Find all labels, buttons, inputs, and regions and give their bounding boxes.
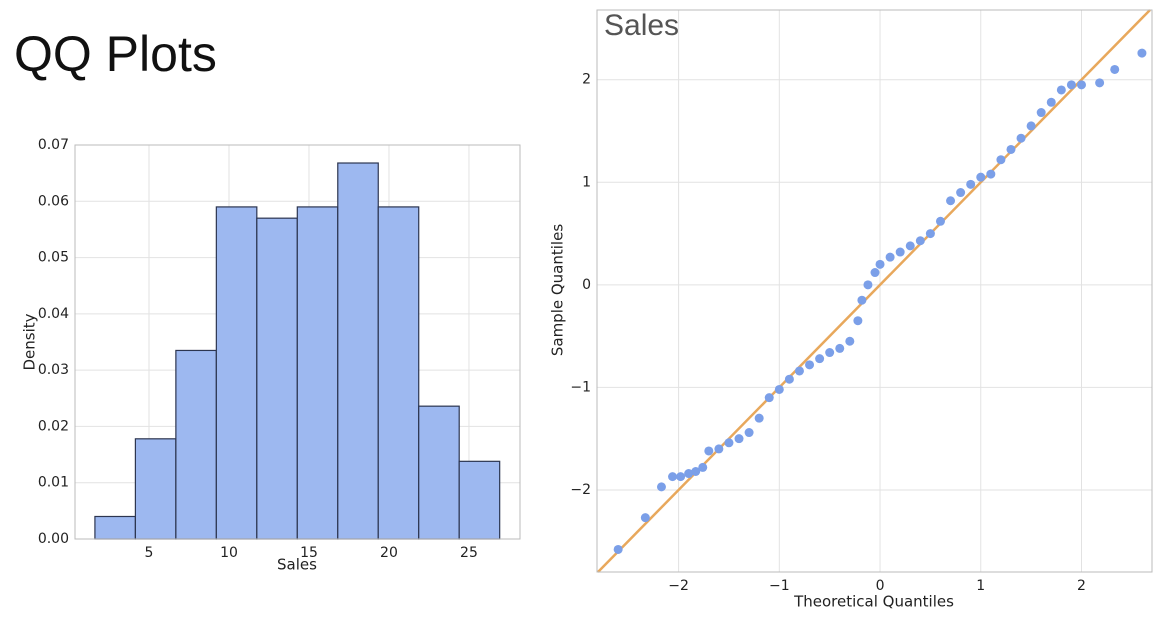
bar [256,217,298,540]
point [956,188,966,198]
point [794,366,804,376]
point [976,172,986,182]
x-tick-label: 25 [460,545,478,561]
chart-title: Sales [604,9,679,42]
point [857,295,867,305]
axes-frame [596,9,1153,573]
x-tick-label: 1 [976,578,985,594]
point [754,413,764,423]
bar [418,405,460,540]
y-tick-label: 0.00 [38,531,69,547]
y-tick-label: 0.04 [38,306,69,322]
bar [377,206,420,540]
y-tick-label: 1 [582,174,591,190]
x-tick-label: 2 [1077,578,1086,594]
axes-frame [74,144,521,540]
point [1076,80,1086,90]
point [1006,144,1016,154]
point [915,236,925,246]
slide-title: QQ Plots [14,26,217,82]
y-tick-label: 0.06 [38,193,69,209]
point [1026,121,1036,131]
point [853,316,863,326]
y-tick-label: −2 [570,482,591,498]
bar [215,206,258,540]
point [764,393,774,403]
x-tick-label: 0 [876,578,885,594]
point [1110,64,1120,74]
bar [458,460,501,540]
point [835,343,845,353]
x-tick-label: −2 [668,578,689,594]
point [845,336,855,346]
point [724,438,734,448]
point [714,444,724,454]
x-tick-label: 5 [145,545,154,561]
point [734,434,744,444]
point [684,469,694,479]
point [825,348,835,358]
point [744,428,754,438]
bar [337,162,379,540]
x-tick-label: 20 [380,545,398,561]
point [863,280,873,290]
point [905,241,915,251]
point [895,247,905,257]
point [1095,78,1105,88]
point [925,229,935,239]
point [1036,108,1046,118]
bar [296,206,339,540]
x-tick-label: −1 [769,578,790,594]
point [698,462,708,472]
point [668,472,678,482]
x-axis-label: Sales [277,556,317,574]
y-tick-label: 0.03 [38,362,69,378]
point [966,179,976,189]
point [784,374,794,384]
point [704,446,714,456]
x-tick-label: 10 [220,545,238,561]
point [996,155,1006,165]
point [1016,133,1026,143]
point [815,354,825,364]
y-tick-label: 0 [582,277,591,293]
y-tick-label: 0.01 [38,475,69,491]
reference-line [597,9,1151,573]
point [676,472,686,482]
x-axis-label: Theoretical Quantiles [793,593,954,611]
point [774,384,784,394]
point [1056,85,1066,95]
point [805,360,815,370]
point [1046,97,1056,107]
point [870,268,880,278]
point [875,259,885,269]
y-tick-label: 2 [582,72,591,88]
y-tick-label: −1 [570,379,591,395]
y-tick-label: 0.02 [38,418,69,434]
point [1137,48,1147,58]
y-axis-label: Sample Quantiles [549,224,567,356]
point [935,216,945,226]
bar [94,515,136,540]
y-axis-label: Density [21,313,39,370]
bar [175,349,217,540]
point [885,252,895,262]
point [640,513,650,523]
point [946,196,956,206]
x-tick-label: 15 [300,545,318,561]
point [691,466,701,476]
y-tick-label: 0.07 [38,137,69,153]
point [613,544,623,554]
bar [134,438,177,540]
point [986,169,996,179]
point [1066,80,1076,90]
point [656,482,666,492]
y-tick-label: 0.05 [38,250,69,266]
